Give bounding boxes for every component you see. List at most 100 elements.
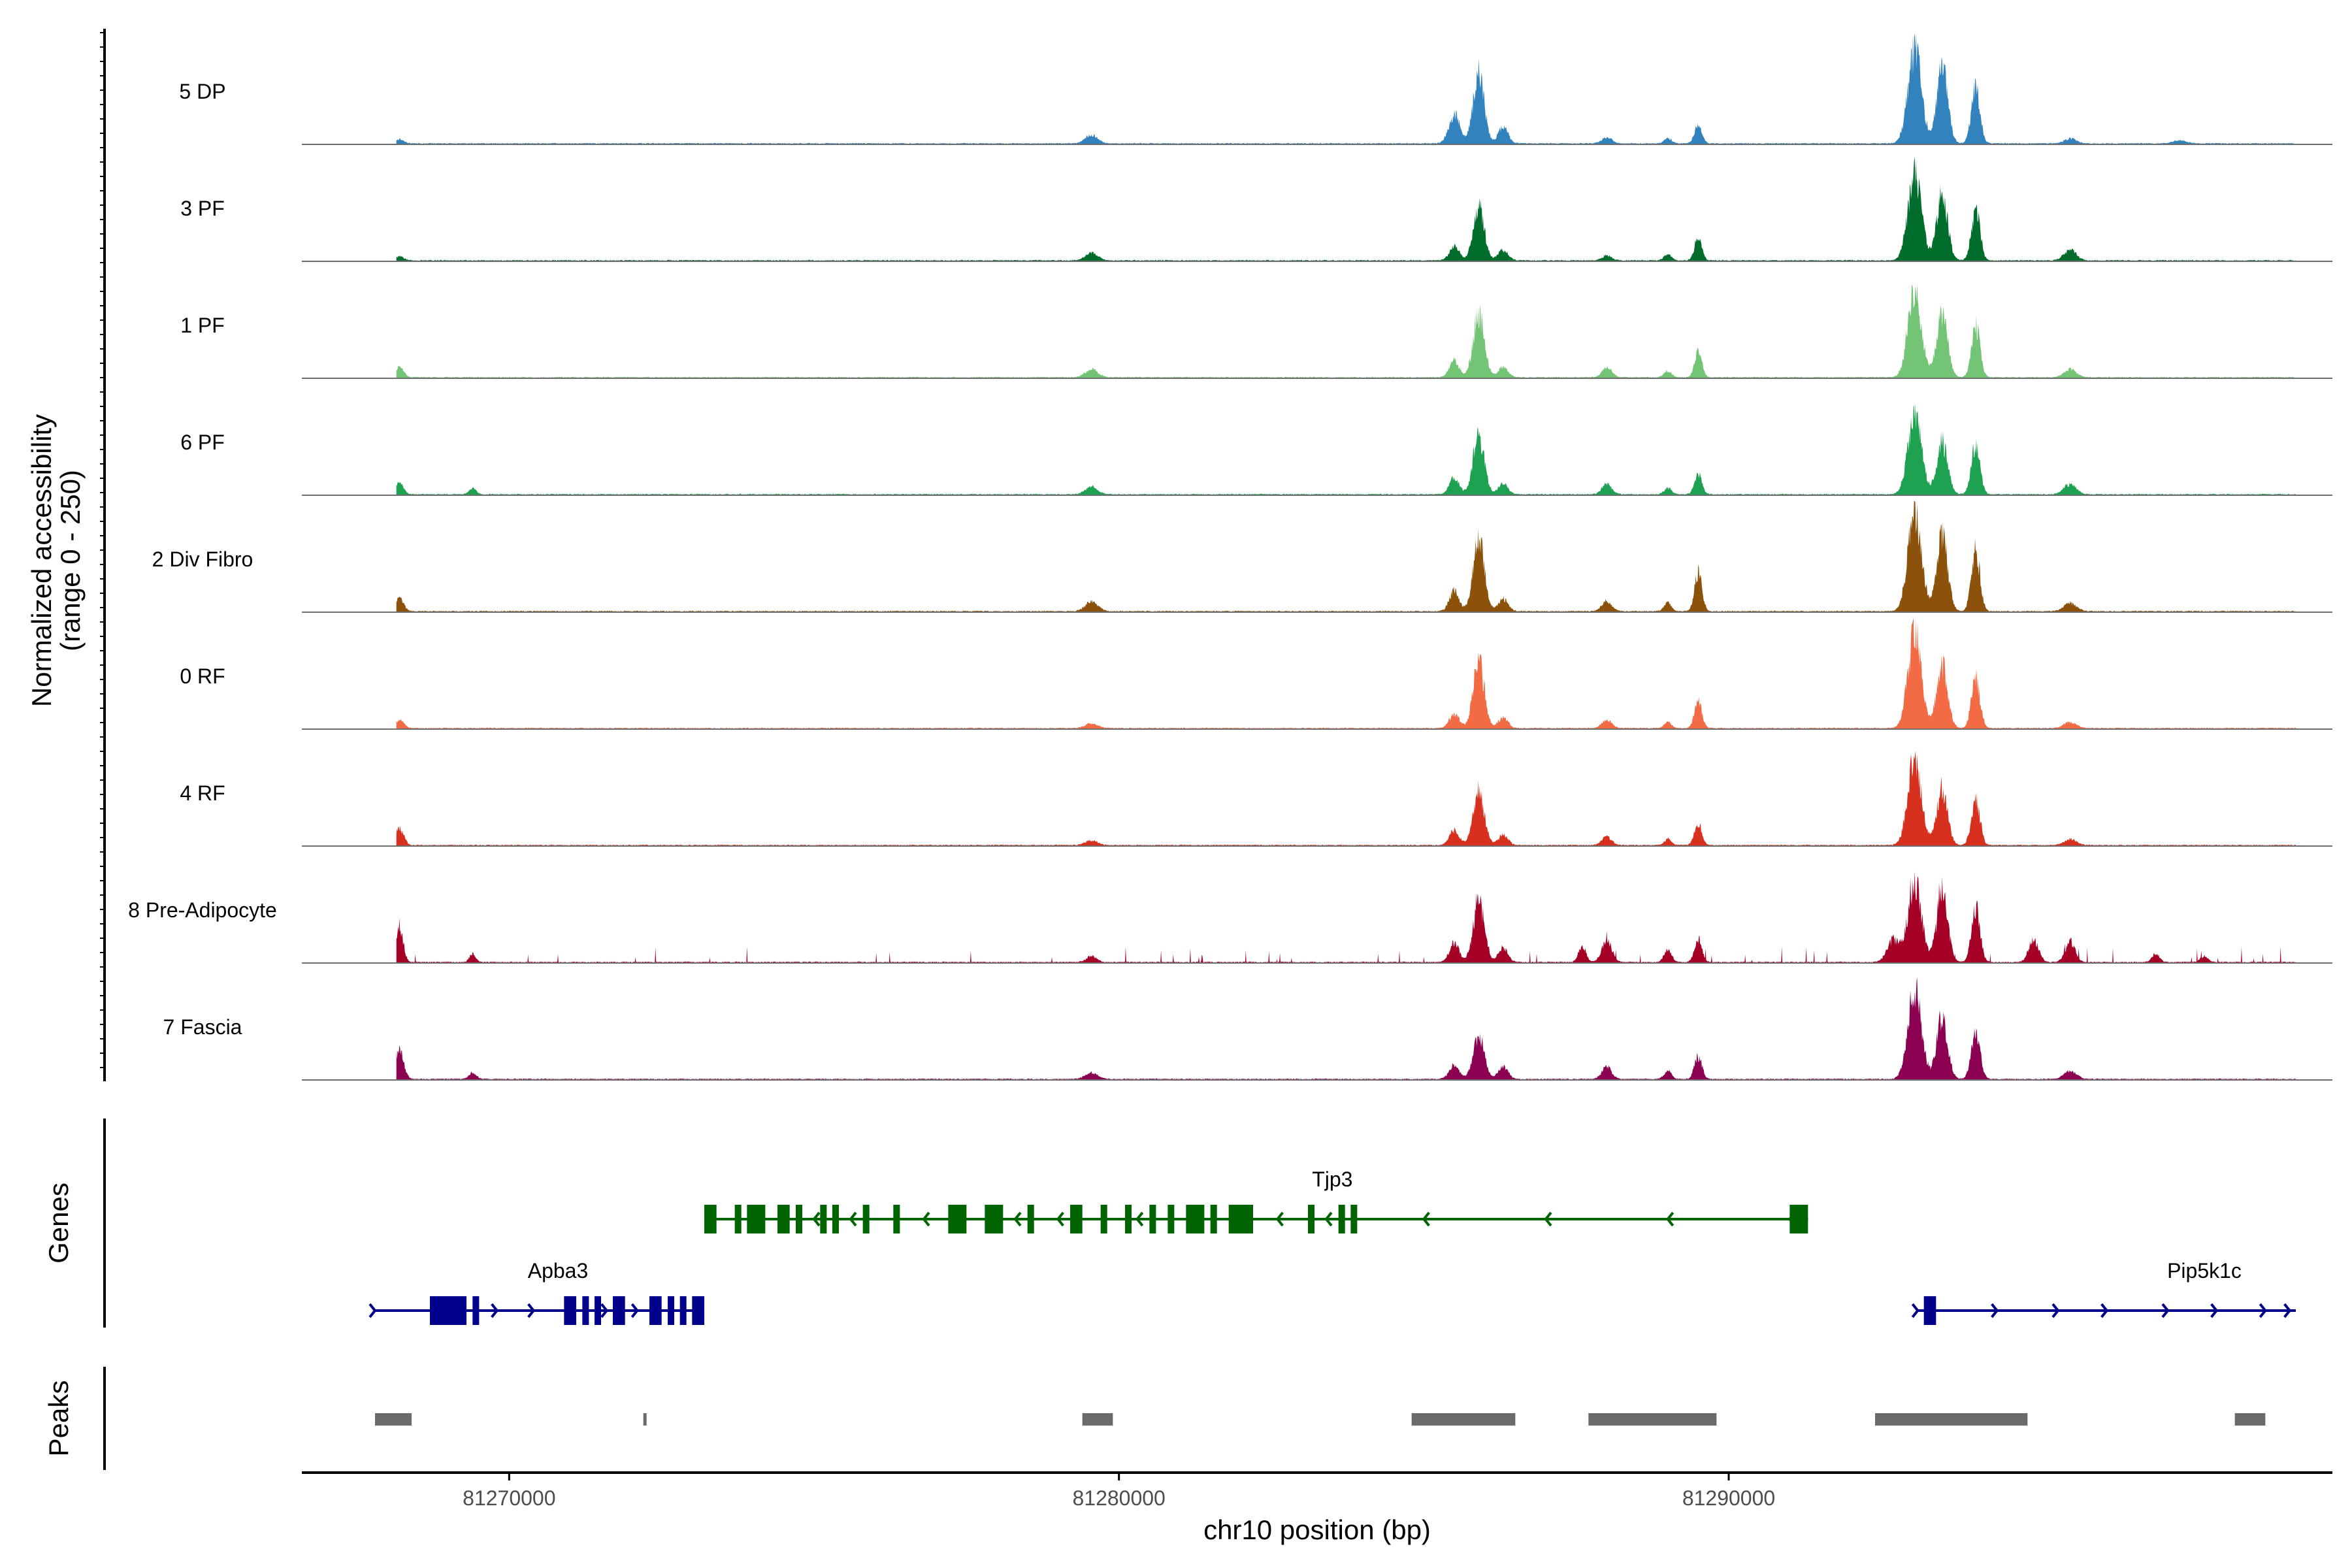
strand-arrow [2283,1303,2292,1318]
peak-region [375,1413,412,1426]
track-label: 3 PF [180,197,225,220]
exon [692,1296,704,1325]
exon [985,1205,1004,1233]
track-0-rf: 0 RF [180,618,2332,730]
exon [1308,1205,1315,1233]
exon [704,1205,717,1233]
track-4-rf: 4 RF [180,751,2332,847]
exon [1350,1205,1358,1233]
coverage-area [396,403,2296,495]
peak-region [1411,1413,1516,1426]
strand-arrow [1911,1303,1919,1318]
peak-region [1082,1413,1113,1426]
gene-label: Apba3 [528,1259,589,1282]
y-axis-title-line1: Normalized accessibility [26,414,57,707]
strand-arrow [1544,1211,1552,1227]
exon [1027,1205,1034,1233]
strand-arrow [922,1211,930,1227]
strand-arrow [1422,1211,1430,1227]
x-axis-tick-label: 81280000 [1072,1486,1165,1510]
strand-arrow [849,1211,857,1227]
exon [582,1296,589,1325]
track-label: 0 RF [180,664,225,688]
strand-arrow [751,1211,760,1227]
x-axis-tick-label: 81290000 [1682,1486,1775,1510]
exon [1228,1205,1253,1233]
strand-arrow [527,1303,536,1318]
coverage-area [396,751,2296,846]
exon [649,1296,662,1325]
coverage-area [396,157,2296,261]
coverage-area [396,977,2296,1080]
track-label: 6 PF [180,431,225,454]
gene-annotations: Tjp3 Apba3 Pip5k1c [368,1168,2296,1325]
gene-pip5k1c: Pip5k1c [1911,1259,2296,1325]
exon [430,1296,466,1325]
exon [1100,1205,1107,1233]
gene-label: Pip5k1c [2167,1259,2242,1282]
exon [832,1205,839,1233]
track-3-pf: 3 PF [180,157,2332,262]
peaks-panel-title: Peaks [43,1380,74,1457]
strand-arrow [630,1303,639,1318]
strand-arrow [1135,1211,1144,1227]
y-axis-title-line2: (range 0 - 250) [55,470,86,651]
exon [948,1205,967,1233]
peak-region [643,1413,647,1426]
exon [1789,1205,1808,1233]
strand-arrow [1324,1211,1333,1227]
gene-apba3: Apba3 [368,1259,704,1325]
strand-arrow [1991,1303,1999,1318]
track-2-div-fibro: 2 Div Fibro [152,501,2332,613]
track-label: 1 PF [180,314,225,337]
coverage-tracks: 5 DP 3 PF 1 PF 6 PF 2 Div Fibro 0 RF 4 RF 8 Pre… [128,33,2332,1081]
peak-region [2234,1413,2266,1426]
exon [595,1296,601,1325]
x-axis-ticks: 81270000 81280000 81290000 [463,1473,1775,1510]
strand-arrow [1788,1211,1796,1227]
track-label: 7 Fascia [163,1015,242,1039]
exon [1149,1205,1156,1233]
exon [1186,1205,1205,1233]
strand-arrow [600,1303,609,1318]
exon [1210,1205,1217,1233]
exon [1338,1205,1345,1233]
exon [472,1296,480,1325]
genes-panel-title: Genes [43,1183,74,1264]
exon [893,1205,900,1233]
coverage-area [396,871,2296,963]
strand-arrow [2210,1303,2219,1318]
strand-arrow [2161,1303,2170,1318]
strand-arrow [2100,1303,2109,1318]
strand-arrow [368,1303,377,1318]
strand-arrow [2259,1303,2267,1318]
x-axis-title: chr10 position (bp) [1203,1514,1431,1545]
exon [796,1205,802,1233]
exon [564,1296,576,1325]
strand-arrow [2051,1303,2060,1318]
peak-region [1588,1413,1717,1426]
x-axis-tick-label: 81270000 [463,1486,555,1510]
coverage-area [396,618,2296,729]
exon [747,1205,766,1233]
track-1-pf: 1 PF [180,283,2332,379]
track-label: 8 Pre-Adipocyte [128,898,277,922]
gene-label: Tjp3 [1312,1168,1352,1191]
exon [820,1205,827,1233]
strand-arrow [1666,1211,1674,1227]
strand-arrow [491,1303,499,1318]
exon [613,1296,625,1325]
track-7-fascia: 7 Fascia [163,977,2332,1081]
track-6-pf: 6 PF [180,403,2332,496]
strand-arrow [1013,1211,1022,1227]
track-label: 2 Div Fibro [152,547,253,571]
exon [1923,1296,1936,1325]
exon [862,1205,870,1233]
exon [668,1296,674,1325]
track-label: 5 DP [179,80,225,103]
strand-arrow [1056,1211,1064,1227]
coverage-area [396,283,2296,378]
gene-tjp3: Tjp3 [704,1168,1808,1233]
